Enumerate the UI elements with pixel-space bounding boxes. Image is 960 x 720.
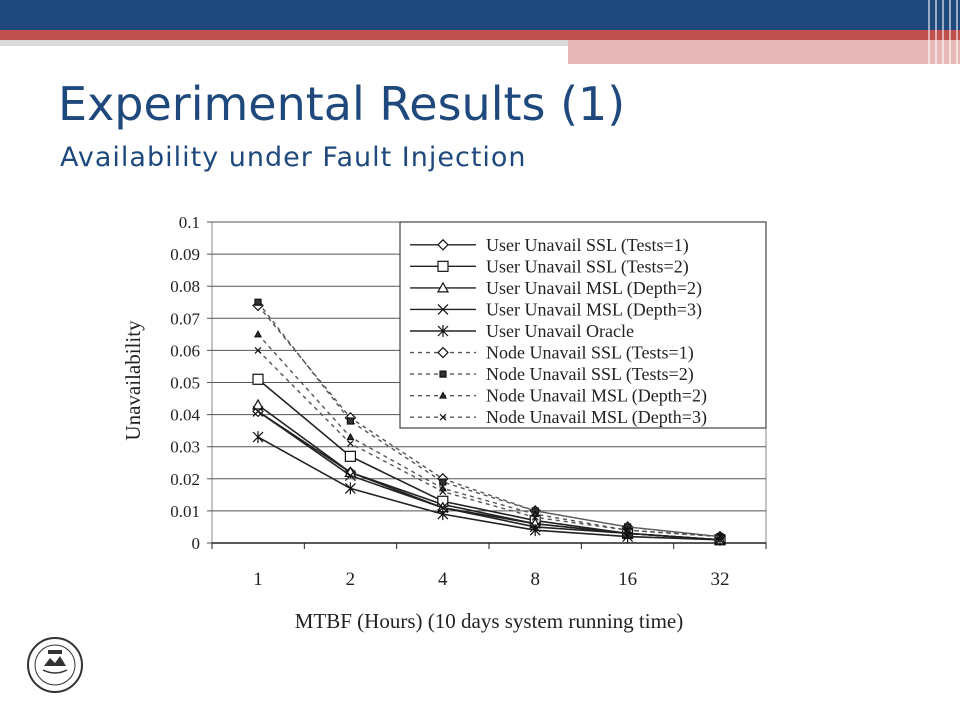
data-point — [346, 432, 355, 441]
y-tick-label: 0.08 — [170, 277, 200, 296]
header-stripes — [928, 0, 960, 64]
series-line — [257, 333, 721, 538]
header-band-red — [0, 30, 960, 40]
y-tick-label: 0.05 — [170, 374, 200, 393]
legend-box — [399, 221, 767, 429]
x-tick-label: 1 — [253, 569, 263, 590]
x-tick-label: 16 — [618, 569, 637, 590]
slide-subtitle: Availability under Fault Injection — [60, 142, 527, 173]
y-axis-label: Unavailability — [121, 320, 145, 441]
zhejiang-university-seal-icon — [27, 637, 83, 693]
legend-label: User Unavail MSL (Depth=2) — [486, 278, 702, 299]
y-tick-label: 0.07 — [170, 309, 200, 328]
data-point — [344, 450, 356, 462]
data-point — [344, 482, 356, 495]
data-point — [253, 330, 263, 338]
data-point — [439, 478, 447, 486]
data-point — [437, 304, 449, 315]
legend-label: User Unavail MSL (Depth=3) — [486, 299, 702, 320]
x-tick-label: 4 — [438, 569, 448, 590]
data-point — [437, 325, 449, 337]
data-point — [437, 346, 449, 359]
data-point — [529, 524, 541, 537]
series-line — [257, 410, 721, 541]
legend-label: User Unavail SSL (Tests=2) — [486, 256, 689, 277]
data-point — [437, 260, 449, 272]
y-tick-label: 0 — [192, 534, 201, 553]
y-tick-label: 0.06 — [170, 341, 200, 360]
x-tick-label: 2 — [346, 569, 356, 590]
data-point — [252, 431, 264, 444]
data-point — [252, 405, 264, 417]
y-tick-label: 0.04 — [170, 406, 200, 425]
legend-label: Node Unavail MSL (Depth=2) — [486, 386, 707, 407]
series-line — [257, 349, 721, 538]
legend-label: Node Unavail SSL (Tests=2) — [486, 364, 694, 385]
data-point — [254, 346, 262, 354]
y-tick-label: 0.03 — [170, 438, 200, 457]
legend-label: User Unavail Oracle — [486, 321, 634, 341]
data-point — [346, 417, 354, 425]
slide-title: Experimental Results (1) — [58, 77, 626, 131]
data-point — [252, 373, 264, 385]
series-line — [257, 436, 721, 541]
data-point — [437, 238, 449, 251]
data-point — [437, 508, 449, 521]
legend-label: Node Unavail SSL (Tests=1) — [486, 343, 694, 364]
series-line — [257, 305, 721, 538]
data-point — [624, 526, 632, 534]
data-point — [716, 533, 724, 541]
data-point — [438, 391, 448, 399]
data-point — [439, 488, 447, 496]
data-point — [439, 370, 447, 378]
y-tick-label: 0.09 — [170, 245, 200, 264]
data-point — [346, 440, 354, 447]
data-point — [254, 298, 262, 306]
x-axis-label: MTBF (Hours) (10 days system running tim… — [295, 609, 683, 633]
x-tick-label: 32 — [711, 569, 730, 590]
data-point — [436, 281, 450, 293]
data-point — [531, 513, 539, 521]
data-point — [251, 398, 265, 410]
header-band-blue — [0, 0, 960, 30]
series-line — [257, 301, 721, 538]
header-band-gray — [0, 40, 568, 46]
legend-label: User Unavail SSL (Tests=1) — [486, 235, 689, 256]
y-tick-label: 0.1 — [179, 213, 200, 232]
y-tick-label: 0.02 — [170, 470, 200, 489]
data-point — [439, 413, 447, 421]
legend-label: Node Unavail MSL (Depth=3) — [486, 407, 707, 428]
y-tick-label: 0.01 — [170, 502, 200, 521]
x-tick-label: 8 — [530, 569, 540, 590]
header-band-pink — [568, 40, 960, 64]
data-point — [344, 470, 356, 482]
